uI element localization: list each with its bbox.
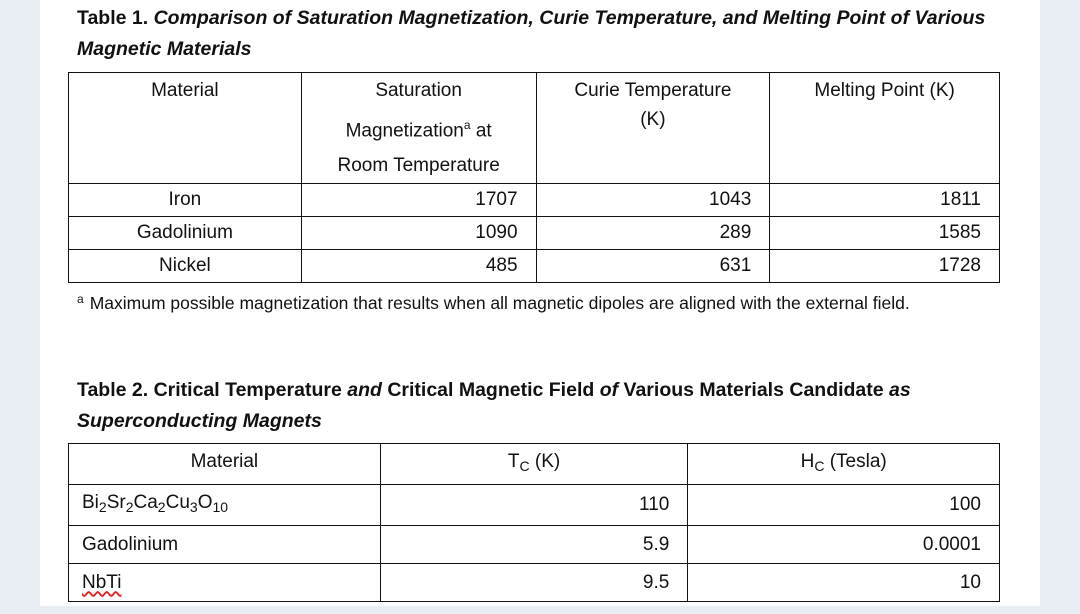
- table1-cell-saturation: 1090: [300, 216, 537, 251]
- table2-cell-tc: 5.9: [379, 525, 689, 564]
- table2-caption-tail: Various Materials Candidate: [623, 379, 884, 401]
- table1-cell-melting: 1585: [769, 216, 1000, 251]
- document-page: Table 1. Comparison of Saturation Magnet…: [40, 0, 1040, 606]
- table2-caption-label: Table 2. Critical Temperature: [77, 379, 342, 401]
- table1-cell-saturation: 1707: [300, 183, 537, 218]
- table1-cell-material: Iron: [68, 183, 302, 218]
- table1: Material Saturation Magnetizationa at Ro…: [68, 71, 1000, 284]
- table2-header-hc: HC (Tesla): [687, 443, 1000, 485]
- table2-cell-tc: 110: [379, 484, 689, 526]
- table2-header-tc: TC (K): [379, 443, 689, 485]
- table1-caption-title: Comparison of Saturation Magnetization, …: [77, 7, 986, 60]
- table2-caption-as: as: [889, 379, 911, 401]
- table1-header-saturation-line1: Saturation: [375, 80, 462, 101]
- table1-caption-label: Table 1.: [77, 7, 149, 29]
- table1-header-saturation-line3: Room Temperature: [337, 155, 500, 177]
- table2-caption-and: and: [347, 379, 382, 401]
- table2-caption-rest: Critical Magnetic Field: [387, 379, 595, 401]
- table-row: Nickel 485 631 1728: [68, 249, 1000, 284]
- table1-header-saturation: Saturation Magnetizationa at Room Temper…: [300, 71, 537, 185]
- table1-cell-saturation: 485: [300, 249, 537, 284]
- table2-cell-material-formula: Bi2Sr2Ca2Cu3O10: [68, 484, 381, 526]
- table2-caption-of: of: [599, 379, 619, 401]
- table1-header-row: Material Saturation Magnetizationa at Ro…: [68, 71, 1000, 185]
- table1-cell-material: Gadolinium: [68, 216, 302, 251]
- table2-cell-hc: 0.0001: [687, 525, 1000, 564]
- table2-cell-material: Gadolinium: [68, 525, 381, 564]
- table2: Material TC (K) HC (Tesla) Bi2Sr2Ca2Cu3O…: [68, 443, 1000, 602]
- table2-caption-line2: Superconducting Magnets: [77, 410, 322, 432]
- table1-header-curie: Curie Temperature (K): [535, 71, 771, 185]
- table2-header-material: Material: [68, 443, 381, 485]
- footnote-marker: a: [77, 292, 84, 306]
- table-row: Iron 1707 1043 1811: [68, 183, 1000, 218]
- table1-header-curie-line1: Curie Temperature: [574, 80, 732, 101]
- table1-header-material: Material: [68, 71, 302, 185]
- table2-header-row: Material TC (K) HC (Tesla): [68, 443, 1000, 485]
- table1-cell-curie: 631: [535, 249, 771, 284]
- spellcheck-underlined-word: NbTi: [82, 571, 122, 593]
- table1-cell-curie: 289: [535, 216, 771, 251]
- table1-header-curie-line2: (K): [640, 109, 666, 130]
- table1-cell-material: Nickel: [68, 249, 302, 284]
- table2-cell-material: NbTi: [68, 563, 381, 602]
- table1-footnote: a Maximum possible magnetization that res…: [77, 284, 1017, 319]
- table1-caption: Table 1. Comparison of Saturation Magnet…: [77, 3, 1017, 65]
- footnote-text: Maximum possible magnetization that resu…: [89, 293, 910, 313]
- table2-caption: Table 2. Critical Temperature and Critic…: [77, 375, 1017, 437]
- table-row: Gadolinium 1090 289 1585: [68, 216, 1000, 251]
- table1-cell-melting: 1728: [769, 249, 1000, 284]
- table-row: Gadolinium 5.9 0.0001: [68, 525, 1000, 564]
- table1-cell-curie: 1043: [535, 183, 771, 218]
- table2-cell-hc: 100: [687, 484, 1000, 526]
- table-row: NbTi 9.5 10: [68, 563, 1000, 602]
- table-row: Bi2Sr2Ca2Cu3O10 110 100: [68, 484, 1000, 526]
- table1-cell-melting: 1811: [769, 183, 1000, 218]
- table2-cell-tc: 9.5: [379, 563, 689, 602]
- table2-cell-hc: 10: [687, 563, 1000, 602]
- table1-header-saturation-line2: Magnetizationa at: [345, 118, 492, 142]
- table1-header-melting: Melting Point (K): [769, 71, 1000, 185]
